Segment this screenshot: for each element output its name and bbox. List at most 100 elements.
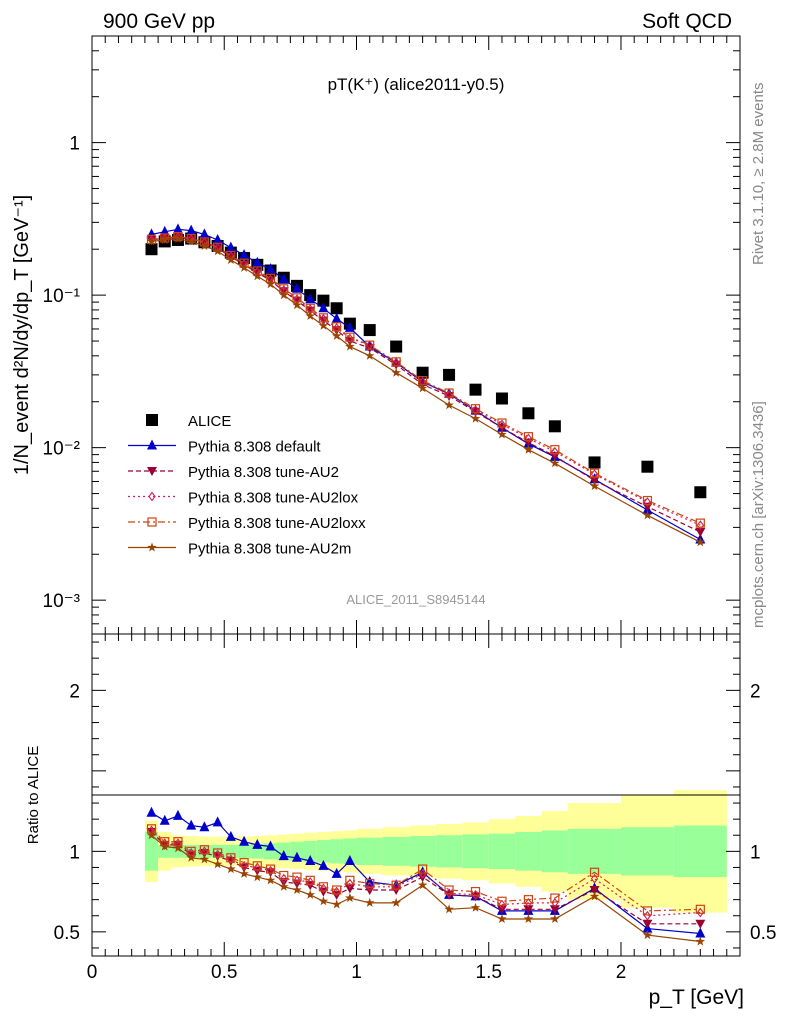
main-title: pT(K⁺) (alice2011-y0.5) [328, 75, 505, 94]
data-point [239, 262, 249, 272]
legend-entry: Pythia 8.308 tune-AU2lox [128, 490, 359, 507]
ratio-point [444, 885, 454, 895]
ratio-point [292, 872, 302, 882]
data-point [523, 444, 534, 454]
ratio-point [332, 886, 341, 897]
ratio-point [344, 855, 355, 866]
ratio-y-tick-label-right: 1 [750, 842, 761, 863]
ratio-y-tick-label-left: 1 [69, 842, 80, 863]
series-0 [145, 232, 707, 499]
data-point [226, 255, 236, 264]
data-point [416, 366, 429, 379]
legend-entry: Pythia 8.308 tune-AU2 [128, 464, 339, 481]
data-point [332, 322, 342, 332]
series-line [151, 235, 701, 524]
ratio-y-label: Ratio to ALICE [25, 746, 42, 844]
rivet-label: Rivet 3.1.10, ≥ 2.8M events [750, 83, 767, 266]
ratio-point [252, 872, 263, 882]
uncertainty-band-inner [343, 838, 357, 865]
data-point [522, 407, 535, 420]
data-point [252, 271, 263, 281]
data-point [252, 256, 263, 267]
uncertainty-band-inner [237, 844, 251, 859]
ratio-point [199, 821, 210, 832]
uncertainty-band-inner [303, 840, 317, 862]
data-point [641, 460, 654, 473]
ratio-point [172, 809, 183, 820]
y-tick-label: 10⁻² [43, 439, 81, 460]
data-point [695, 518, 705, 528]
ratio-point [445, 888, 453, 899]
series-line [151, 236, 701, 526]
data-point [318, 320, 329, 330]
ratio-point [345, 875, 355, 885]
ratio-point [319, 883, 328, 894]
data-point [212, 246, 223, 256]
data-point [548, 420, 561, 433]
mcplots-label: mcplots.cern.ch [arXiv:1306.3436] [750, 401, 767, 628]
data-point [497, 418, 507, 428]
data-point [417, 383, 428, 393]
data-point [145, 243, 158, 256]
data-point [146, 236, 157, 246]
data-point [391, 357, 401, 367]
data-point [589, 476, 600, 486]
data-point [392, 357, 400, 368]
uncertainty-band-inner [673, 825, 727, 878]
x-tick-label: 0.5 [211, 962, 237, 983]
data-point [588, 456, 601, 469]
ratio-point [278, 850, 289, 861]
ratio-point [239, 858, 249, 868]
data-point [589, 481, 600, 491]
data-point [173, 233, 183, 243]
ratio-point [239, 835, 250, 846]
data-point [523, 432, 534, 442]
ratio-point [279, 881, 289, 891]
data-point [495, 392, 508, 405]
ratio-point [523, 905, 534, 915]
ratio-point [642, 930, 653, 940]
data-point [199, 241, 210, 250]
data-point [345, 341, 355, 351]
data-point [390, 340, 403, 353]
ratio-point [305, 855, 316, 866]
data-point [695, 527, 706, 537]
x-tick-label: 1.5 [476, 962, 502, 983]
data-point [186, 236, 196, 246]
legend-entry: Pythia 8.308 tune-AU2loxx [128, 515, 366, 532]
data-point [279, 290, 289, 300]
ratio-point [470, 902, 481, 912]
ratio-point [550, 893, 560, 903]
data-point [642, 495, 653, 506]
ratio-point [199, 845, 210, 855]
watermark: ALICE_2011_S8945144 [346, 592, 485, 607]
data-point [550, 445, 560, 455]
data-point [159, 225, 170, 236]
legend-marker [146, 414, 158, 426]
ratio-point [291, 851, 302, 862]
data-point [345, 332, 355, 342]
data-point [305, 293, 316, 304]
ratio-point [306, 877, 314, 887]
ratio-point [305, 875, 315, 885]
ratio-point [590, 873, 599, 884]
y-tick-label: 1 [69, 134, 80, 155]
data-point [444, 400, 454, 410]
legend-label: ALICE [188, 413, 231, 430]
legend-marker [147, 542, 157, 552]
data-point [225, 241, 236, 252]
ratio-point [279, 870, 289, 881]
data-point [470, 413, 481, 423]
main-panel: 10⁻³ 10⁻² 10⁻¹ 1 pT(K⁺) (alice2011-y0.5) AL… [11, 35, 741, 635]
series-5 [146, 233, 706, 547]
ratio-point [331, 899, 342, 909]
data-point [199, 228, 210, 239]
data-point [444, 388, 454, 398]
data-point [265, 263, 276, 274]
ratio-point [199, 854, 210, 864]
data-point [344, 321, 355, 332]
data-point [469, 383, 482, 396]
legend-marker [147, 439, 157, 450]
ratio-point [642, 919, 653, 929]
